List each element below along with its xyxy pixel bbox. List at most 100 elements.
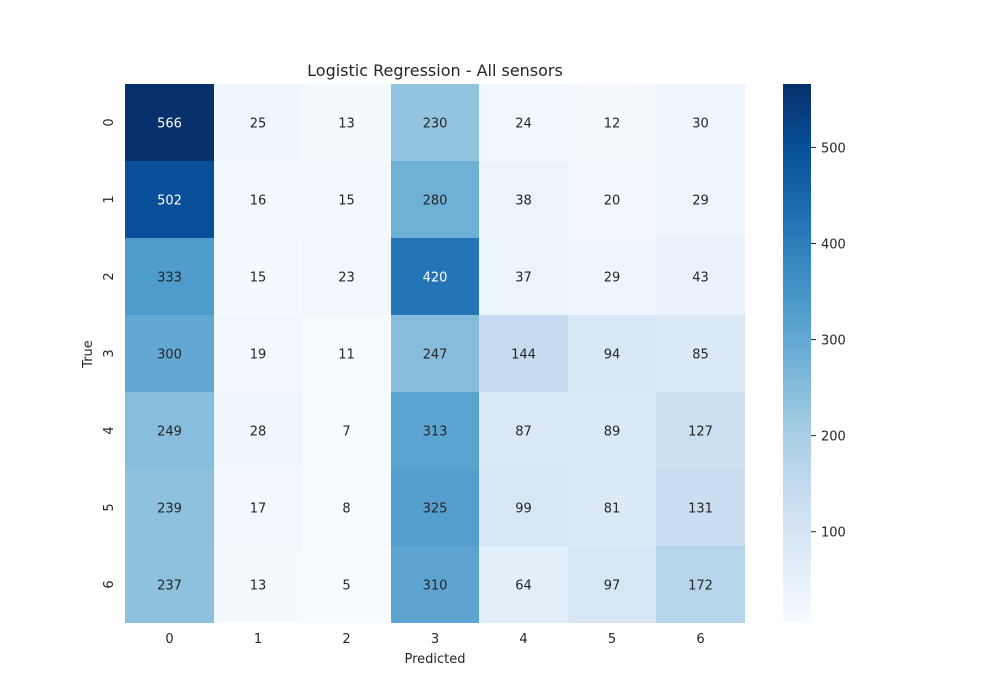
cell-value-label: 13 [338,117,355,132]
cell-value-label: 230 [423,117,448,132]
heatmap-cell [479,546,568,623]
colorbar-tick-label: 100 [821,526,846,541]
heatmap-cell [656,546,745,623]
cell-value-label: 20 [604,194,621,209]
colorbar-ticks: 100 200 300 400 500 [811,141,846,541]
cell-value-label: 29 [692,194,709,209]
x-tick-label: 2 [342,632,350,647]
heatmap-cell [568,469,656,546]
cell-value-label: 5 [342,579,350,594]
cell-value-label: 333 [157,271,182,286]
cell-value-label: 89 [604,425,621,440]
heatmap-cell [214,84,302,161]
heatmap-cell [479,84,568,161]
heatmap-cell [214,469,302,546]
heatmap-cell [656,161,745,238]
colorbar [783,84,811,623]
cell-value-label: 17 [250,502,267,517]
cell-value-label: 237 [157,579,182,594]
cell-value-label: 28 [250,425,267,440]
heatmap-cell [391,315,479,392]
cell-value-label: 99 [515,502,532,517]
colorbar-tick-label: 500 [821,141,846,156]
heatmap-cell [302,84,391,161]
cell-value-label: 247 [423,348,448,363]
cell-value-label: 43 [692,271,709,286]
cell-value-label: 420 [423,271,448,286]
heatmap-cell [479,315,568,392]
heatmap-cell [568,546,656,623]
heatmap-cell [302,238,391,315]
cell-value-label: 94 [604,348,621,363]
colorbar-tick-label: 400 [821,237,846,252]
y-axis-ticks: 0 1 2 3 4 5 6 [102,118,117,588]
cell-value-label: 15 [338,194,355,209]
cell-value-label: 7 [342,425,350,440]
heatmap-cell [391,392,479,469]
y-tick-label: 1 [102,195,117,203]
heatmap-cell [568,238,656,315]
cell-value-label: 239 [157,502,182,517]
colorbar-tick-label: 200 [821,430,846,445]
heatmap-cell [391,161,479,238]
heatmap-cell [656,238,745,315]
cell-value-label: 87 [515,425,532,440]
heatmap-cells: 566 25 13 230 24 12 30 502 16 15 280 38 20 29 333 15 23 4… [125,84,745,623]
cell-value-label: 249 [157,425,182,440]
heatmap-cell [479,392,568,469]
heatmap-cell [479,469,568,546]
cell-value-label: 127 [688,425,713,440]
cell-value-label: 15 [250,271,267,286]
heatmap-cell [125,84,214,161]
x-axis-label: Predicted [404,652,465,667]
heatmap-cell [656,392,745,469]
heatmap-cell [391,84,479,161]
cell-value-label: 144 [511,348,536,363]
cell-value-label: 97 [604,579,621,594]
heatmap-cell [479,161,568,238]
cell-value-label: 30 [692,117,709,132]
cell-value-label: 81 [604,502,621,517]
y-tick-label: 6 [102,580,117,588]
cell-value-label: 280 [423,194,448,209]
cell-value-label: 24 [515,117,532,132]
heatmap-cell [479,238,568,315]
cell-value-label: 325 [423,502,448,517]
cell-value-label: 38 [515,194,532,209]
heatmap-cell [656,84,745,161]
heatmap-cell [214,161,302,238]
chart-title: Logistic Regression - All sensors [307,61,563,80]
y-tick-label: 3 [102,349,117,357]
cell-value-label: 19 [250,348,267,363]
cell-value-label: 300 [157,348,182,363]
x-tick-label: 0 [165,632,173,647]
heatmap-cell [568,392,656,469]
heatmap-cell [391,469,479,546]
cell-value-label: 37 [515,271,532,286]
cell-value-label: 502 [157,194,182,209]
heatmap-cell [568,84,656,161]
cell-value-label: 310 [423,579,448,594]
x-tick-label: 6 [696,632,704,647]
heatmap-cell [125,546,214,623]
x-tick-label: 4 [519,632,527,647]
heatmap-cell [302,161,391,238]
cell-value-label: 12 [604,117,621,132]
y-tick-label: 2 [102,272,117,280]
cell-value-label: 131 [688,502,713,517]
heatmap-cell [125,315,214,392]
y-tick-label: 4 [102,426,117,434]
heatmap-cell [568,161,656,238]
cell-value-label: 8 [342,502,350,517]
heatmap-cell [568,315,656,392]
heatmap-cell [125,161,214,238]
cell-value-label: 85 [692,348,709,363]
heatmap-cell [125,469,214,546]
x-tick-label: 1 [254,632,262,647]
x-tick-label: 5 [608,632,616,647]
cell-value-label: 11 [338,348,355,363]
cell-value-label: 25 [250,117,267,132]
heatmap-cell [125,238,214,315]
x-tick-label: 3 [431,632,439,647]
